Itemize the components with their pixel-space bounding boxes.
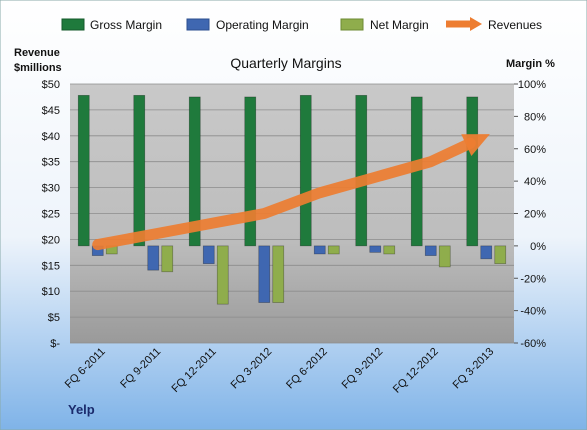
bar-operating-margin-fq-9-2011: [147, 245, 160, 271]
bar-operating-margin-fq-9-2012: [369, 245, 382, 253]
right-tick-label: -20%: [520, 273, 546, 285]
line-revenues: [92, 137, 476, 251]
left-tick-label: $15: [42, 260, 60, 272]
bar-net-margin-fq-9-2011: [161, 245, 174, 273]
left-tick-label: $35: [42, 157, 60, 169]
legend-swatch-gross-margin: [61, 18, 85, 31]
left-tick-label: $5: [48, 312, 60, 324]
legend-label-revenues: Revenues: [488, 18, 542, 32]
legend-item-operating-margin: Operating Margin: [186, 18, 309, 32]
right-tick-label: 60%: [524, 144, 546, 156]
left-axis-title-line-2: $millions: [14, 62, 62, 74]
bar-gross-margin-fq-3-2012: [244, 96, 257, 247]
right-tick-label: -60%: [520, 338, 546, 350]
right-axis-title: Margin %: [506, 58, 555, 70]
bar-gross-margin-fq-6-2012: [299, 94, 312, 247]
right-tick-label: -40%: [520, 306, 546, 318]
right-tick-label: 20%: [524, 209, 546, 221]
bar-gross-margin-fq-6-2011: [77, 94, 90, 247]
bar-net-margin-fq-12-2012: [438, 245, 451, 268]
bar-net-margin-fq-12-2011: [216, 245, 229, 305]
bar-operating-margin-fq-12-2012: [424, 245, 437, 256]
brand-label: Yelp: [68, 402, 95, 417]
left-tick-label: $25: [42, 209, 60, 221]
right-axis-ticks: -60% -40% -20% 0% 20% 40% 60% 80% 100%: [514, 79, 546, 350]
right-tick-label: 0%: [530, 241, 546, 253]
bar-operating-margin-fq-12-2011: [202, 245, 215, 265]
bar-operating-margin-fq-3-2012: [258, 245, 271, 303]
right-tick-label: 100%: [518, 79, 546, 91]
bar-gross-margin-fq-3-2013: [466, 96, 479, 247]
bar-gross-margin-fq-12-2011: [188, 96, 201, 247]
bar-net-margin-fq-6-2012: [327, 245, 340, 255]
legend-label-operating-margin: Operating Margin: [216, 18, 309, 32]
legend-swatch-net-margin: [340, 18, 364, 31]
bar-net-margin-fq-3-2012: [272, 245, 285, 303]
legend-label-gross-margin: Gross Margin: [90, 18, 162, 32]
bar-net-margin-fq-9-2012: [383, 245, 396, 255]
legend-item-gross-margin: Gross Margin: [61, 18, 162, 32]
left-tick-label: $45: [42, 105, 60, 117]
right-tick-label: 40%: [524, 176, 546, 188]
bar-operating-margin-fq-6-2012: [313, 245, 326, 255]
left-tick-label: $40: [42, 131, 60, 143]
right-tick-label: 80%: [524, 111, 546, 123]
revenue-line: [92, 134, 490, 251]
left-tick-label: $50: [42, 79, 60, 91]
left-tick-label: $10: [42, 286, 60, 298]
bar-gross-margin-fq-9-2011: [133, 94, 146, 247]
legend-item-net-margin: Net Margin: [340, 18, 429, 32]
legend-arrowhead-revenues: [470, 17, 482, 31]
legend: Gross Margin Operating Margin Net Margin…: [61, 17, 542, 32]
chart-title: Quarterly Margins: [230, 55, 341, 71]
legend-item-revenues: Revenues: [446, 17, 542, 32]
left-tick-label: $20: [42, 234, 60, 246]
left-axis-ticks: $- $5 $10 $15 $20 $25 $30 $35 $40 $45 $50: [42, 79, 61, 350]
bar-net-margin-fq-3-2013: [494, 245, 507, 265]
arrowhead-revenues: [461, 134, 490, 156]
legend-label-net-margin: Net Margin: [370, 18, 429, 32]
legend-swatch-operating-margin: [186, 18, 210, 31]
left-axis-title-line-1: Revenue: [14, 47, 60, 59]
bars: [77, 94, 507, 305]
left-tick-label: $-: [50, 338, 60, 350]
bar-operating-margin-fq-3-2013: [480, 245, 493, 260]
left-tick-label: $30: [42, 183, 60, 195]
bar-gross-margin-fq-9-2012: [355, 94, 368, 247]
